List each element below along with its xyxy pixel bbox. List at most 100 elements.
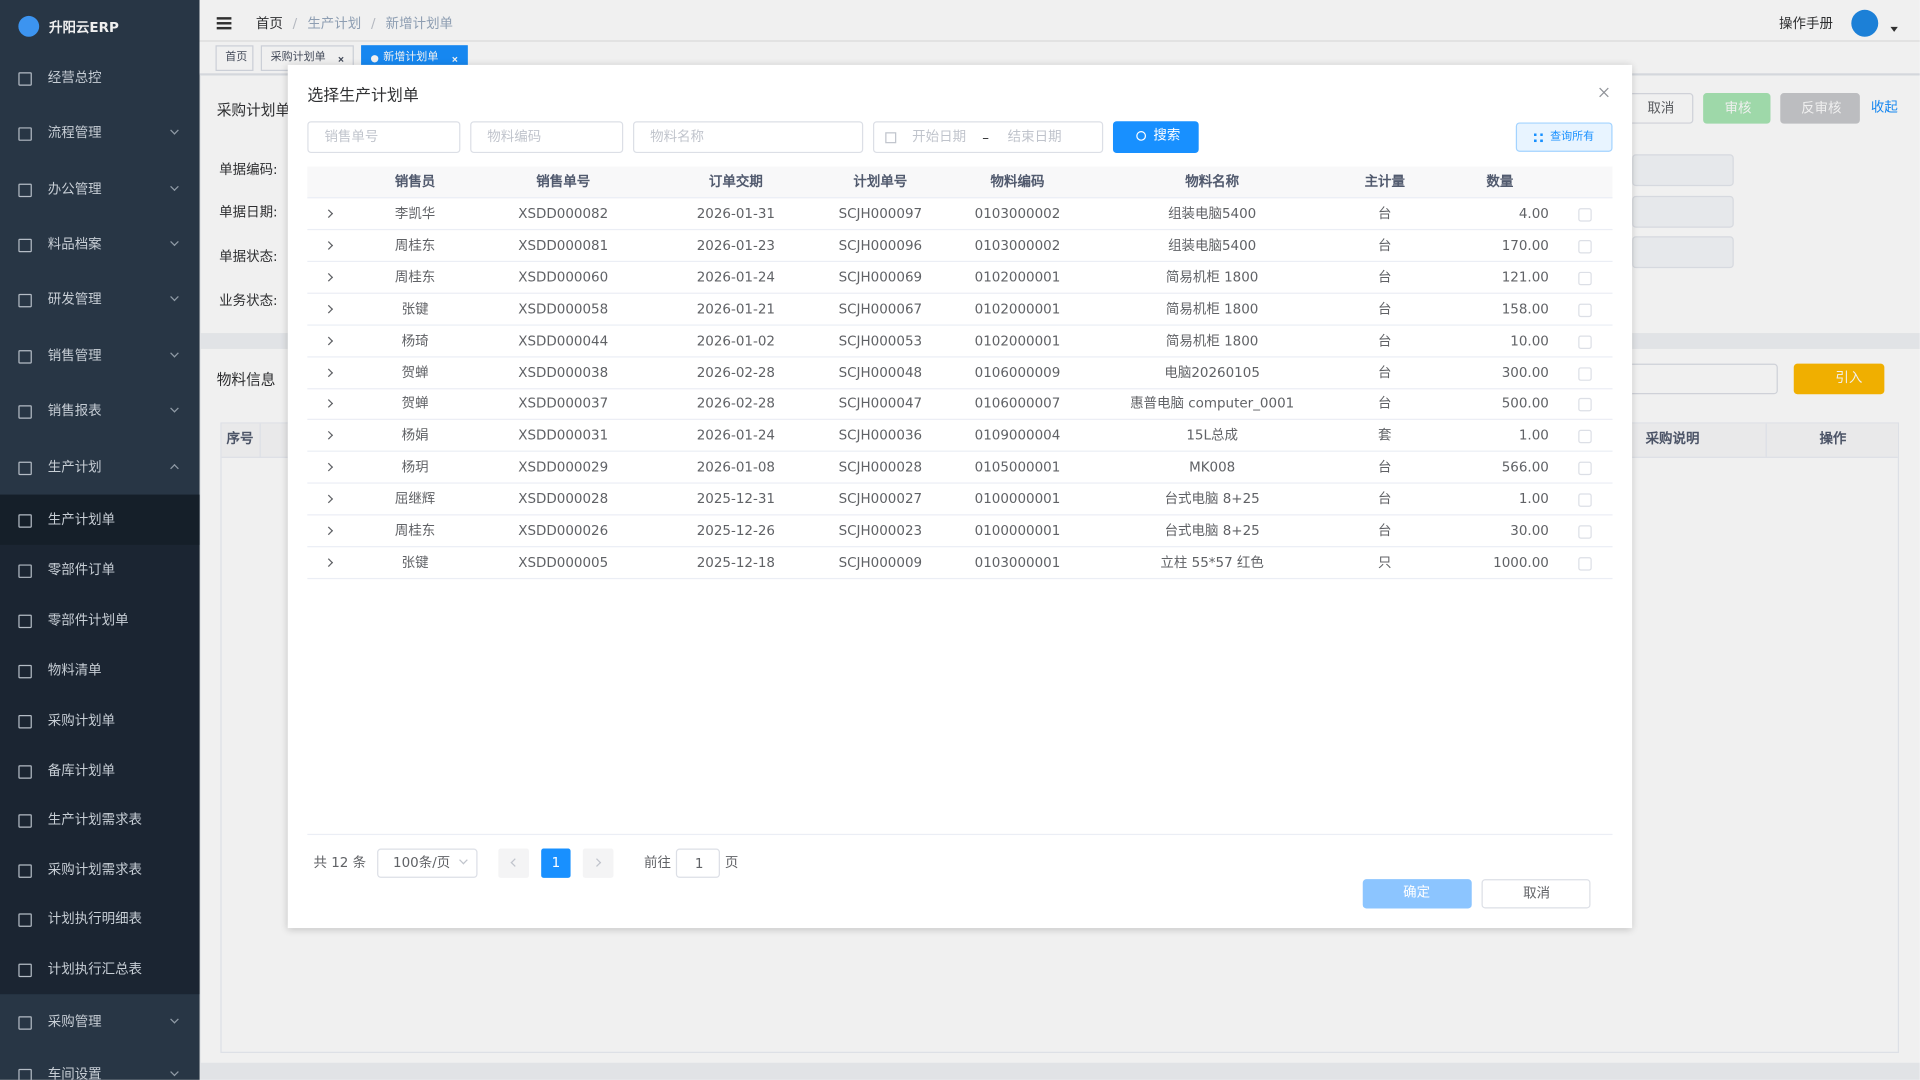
table-row[interactable] [307,547,1613,580]
collapse-link[interactable]: 收起 [1870,99,1898,116]
menu-item[interactable]: 销售管理 [47,347,102,364]
page-size-select[interactable]: 100条/页 [377,848,478,878]
manual-link[interactable]: 操作手册 [1779,15,1833,32]
table-cell: 立柱 55*57 红色 [1160,554,1264,571]
menu-item[interactable]: 流程管理 [47,124,102,141]
expand-toggle[interactable] [324,336,336,346]
expand-toggle[interactable] [324,399,336,410]
table-cell: SCJH000023 [838,522,923,539]
field-input[interactable] [1632,195,1734,228]
filter-input[interactable]: 物料编码 [470,121,624,154]
expand-toggle[interactable] [324,209,336,219]
table-row[interactable] [307,262,1613,294]
search-button[interactable]: 搜索 [1112,121,1199,154]
row-checkbox[interactable] [1578,303,1592,317]
row-checkbox[interactable] [1578,430,1592,444]
table-row[interactable] [307,515,1613,548]
menu-item[interactable]: 零部件订单 [47,561,116,578]
expand-toggle[interactable] [324,272,336,283]
cancel-button[interactable]: 取消 [1481,879,1591,909]
row-checkbox[interactable] [1578,208,1592,222]
menu-item[interactable]: 研发管理 [47,291,102,308]
date-range[interactable]: 开始日期 – 结束日期 [872,121,1104,154]
row-checkbox[interactable] [1578,239,1592,254]
menu-item[interactable]: 办公管理 [47,181,102,198]
form-button[interactable]: 审核 [1703,93,1771,124]
tab[interactable]: 首页 [215,45,254,72]
table-row[interactable] [307,198,1613,231]
menu-item[interactable]: 计划执行明细表 [47,910,143,927]
menu-item[interactable]: 料品档案 [47,236,102,253]
expand-toggle[interactable] [324,241,336,251]
table-row[interactable] [307,484,1613,516]
expand-toggle[interactable] [324,526,336,536]
table-row[interactable] [307,357,1613,389]
menu-item[interactable]: 计划执行汇总表 [47,961,143,978]
menu-item[interactable]: 物料清单 [47,662,102,679]
filter-input[interactable]: 销售单号 [307,121,461,154]
menu-item[interactable]: 备库计划单 [47,762,116,779]
column-header: 物料编码 [990,173,1045,190]
menu-icon [18,293,32,308]
menu-item[interactable]: 生产计划需求表 [47,811,143,828]
table-cell: XSDD000060 [518,269,609,286]
table-row[interactable] [307,389,1613,421]
quantity-cell: 1000.00 [1493,554,1549,571]
column-header: 销售单号 [536,173,591,190]
expand-toggle[interactable] [324,431,336,441]
next-button[interactable] [582,848,614,878]
breadcrumb-item[interactable]: 生产计划 [307,15,362,32]
menu-item[interactable]: 采购计划单 [47,712,116,729]
menu-item[interactable]: 采购管理 [47,1013,102,1030]
row-checkbox[interactable] [1578,493,1592,508]
table-cell: 台 [1378,395,1392,412]
table-row[interactable] [307,452,1613,484]
avatar[interactable] [1851,9,1879,37]
goto-input[interactable]: 1 [675,848,720,878]
table-row[interactable] [307,230,1613,262]
prev-button[interactable] [498,848,529,878]
row-checkbox[interactable] [1578,366,1592,381]
expand-toggle[interactable] [324,558,336,568]
menu-item[interactable]: 经营总控 [47,69,102,86]
menu-item[interactable]: 生产计划单 [47,511,116,528]
field-input[interactable] [1632,154,1734,187]
button-label: 审核 [1724,100,1752,117]
expand-toggle[interactable] [324,463,336,473]
import-button[interactable]: 引入 [1793,363,1885,395]
form-button[interactable]: 反审核 [1780,93,1860,124]
table-row[interactable] [307,420,1613,453]
table-cell: 简易机柜 1800 [1165,269,1259,286]
expand-toggle[interactable] [324,367,336,378]
menu-item[interactable]: 生产计划 [47,459,102,476]
page-button[interactable]: 1 [541,848,571,878]
expand-toggle[interactable] [324,494,336,505]
menu-item[interactable]: 零部件计划单 [47,612,129,629]
field-input[interactable] [1632,236,1734,269]
page-number: 1 [551,854,561,871]
confirm-button[interactable]: 确定 [1362,879,1472,909]
row-checkbox[interactable] [1578,398,1592,412]
table-row[interactable] [307,325,1613,358]
menu-icon [18,514,32,528]
table-cell: 0103000001 [974,554,1061,571]
expand-toggle[interactable] [324,304,336,314]
row-checkbox[interactable] [1578,525,1592,539]
breadcrumb-item[interactable]: 首页 [255,15,283,32]
form-button[interactable]: 取消 [1626,93,1694,124]
dialog-close[interactable] [1595,83,1612,100]
table-cell: 周桂东 [394,522,436,539]
menu-item[interactable]: 采购计划需求表 [47,861,143,878]
row-checkbox[interactable] [1578,461,1592,476]
section-title: 物料信息 [216,370,276,389]
menu-item[interactable]: 销售报表 [47,402,102,419]
table-row[interactable] [307,293,1613,326]
filter-input[interactable]: 物料名称 [633,121,864,154]
chevron-icon [324,399,334,409]
table-cell: 0102000001 [974,332,1061,349]
row-checkbox[interactable] [1578,556,1592,571]
query-all-button[interactable]: 查询所有 [1515,122,1613,152]
row-checkbox[interactable] [1578,271,1592,286]
row-checkbox[interactable] [1578,334,1592,349]
menu-item[interactable]: 车间设置 [47,1066,102,1080]
